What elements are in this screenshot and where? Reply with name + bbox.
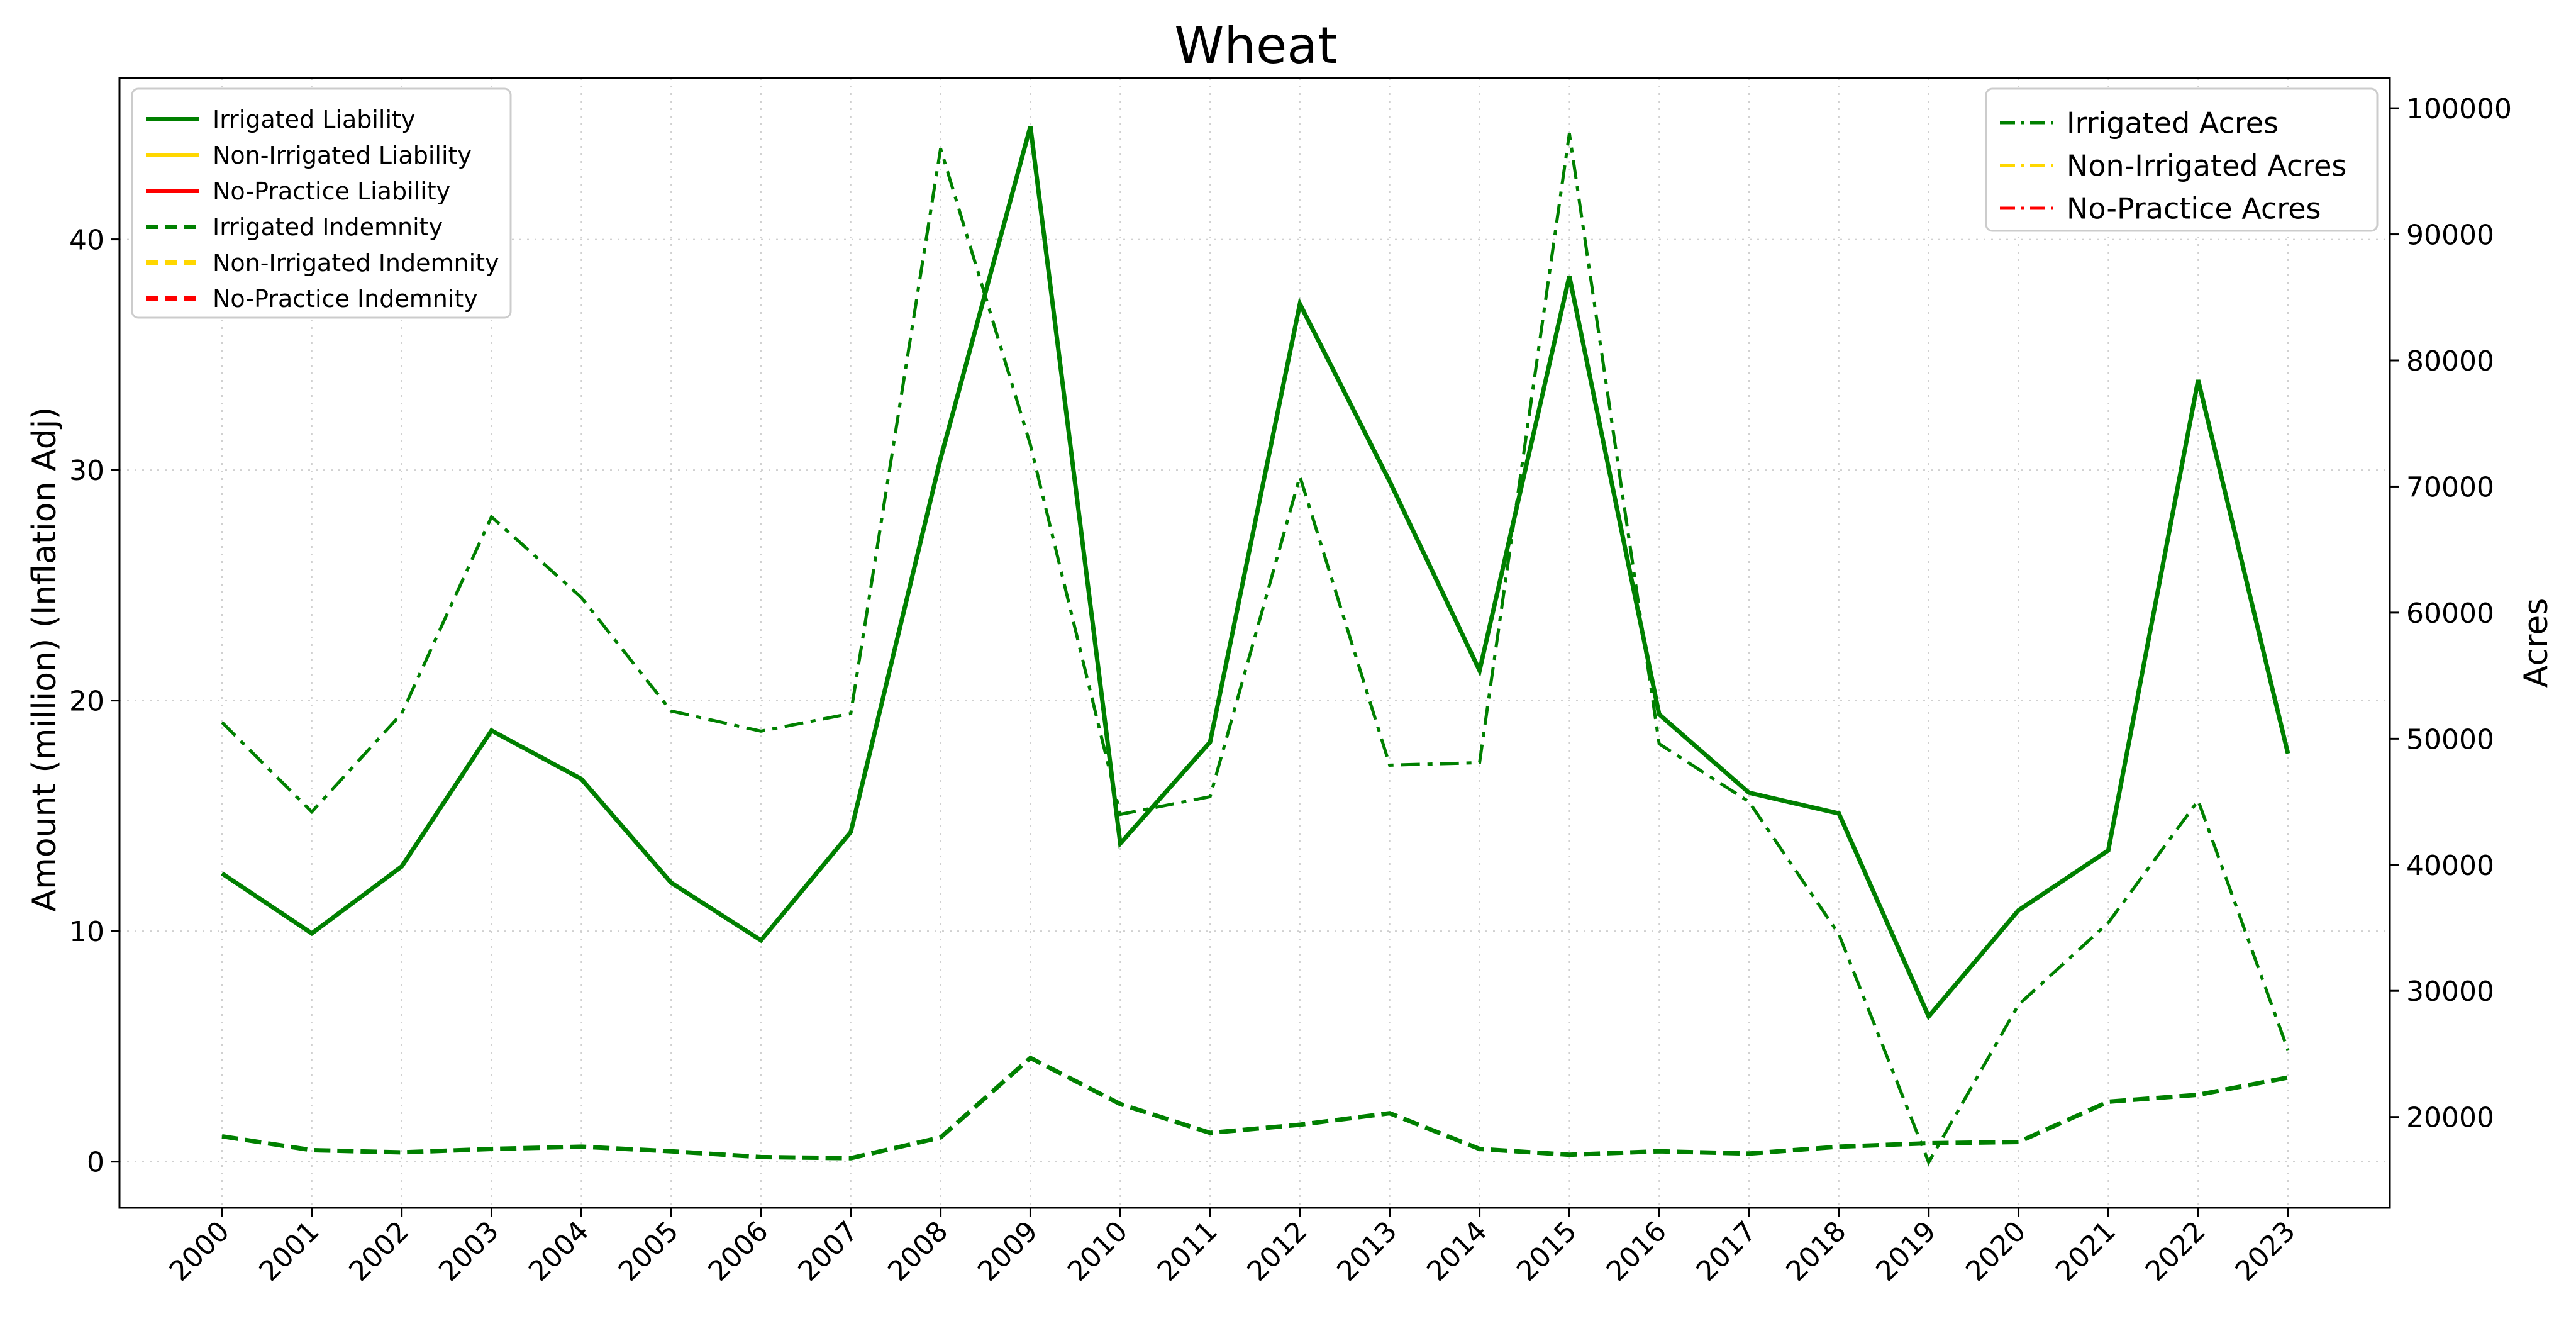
y-tick-label-right: 90000 xyxy=(2406,220,2494,252)
plot-frame xyxy=(118,77,2391,1209)
x-tick-label: 2020 xyxy=(1960,1215,2032,1288)
legend-label: No-Practice Acres xyxy=(2067,192,2321,226)
x-tick-label: 2015 xyxy=(1511,1215,1583,1288)
y-tick-label-left: 10 xyxy=(69,916,104,948)
x-tick-label: 2011 xyxy=(1152,1215,1224,1288)
legend-right: Irrigated Acres Non-Irrigated Acres No-Pra… xyxy=(1985,87,2379,232)
x-tick-label: 2014 xyxy=(1421,1215,1493,1288)
irrigated-liability-line xyxy=(221,126,2290,1021)
x-tick-label: 2009 xyxy=(972,1215,1044,1288)
y-tick-label-right: 100000 xyxy=(2406,93,2512,125)
legend-label: Non-Irrigated Indemnity xyxy=(213,249,499,277)
x-tick-label: 2007 xyxy=(792,1215,864,1288)
x-tick-label: 2012 xyxy=(1241,1215,1313,1288)
legend-label: No-Practice Liability xyxy=(213,177,450,205)
y-tick-label-right: 70000 xyxy=(2406,471,2494,503)
legend-label: Irrigated Liability xyxy=(213,106,415,133)
y-tick-label-right: 20000 xyxy=(2406,1102,2494,1134)
x-tick-label: 2005 xyxy=(613,1215,685,1288)
y-axis-label-right: Acres xyxy=(2518,598,2555,688)
y-tick-label-left: 0 xyxy=(87,1147,104,1179)
x-tick-label: 2010 xyxy=(1062,1215,1134,1288)
y-tick-label-right: 50000 xyxy=(2406,723,2494,755)
legend-right-frame xyxy=(1985,87,2379,232)
legend-label: Irrigated Indemnity xyxy=(213,213,443,241)
y-axis-label-left: Amount (million) (Inflation Adj) xyxy=(26,407,64,912)
x-tick-label: 2017 xyxy=(1690,1215,1763,1288)
irrigated-acres-line xyxy=(221,133,2290,1166)
irrigated-indemnity-line xyxy=(221,1055,2289,1161)
x-tick-label: 2006 xyxy=(702,1215,774,1288)
x-tick-label: 2018 xyxy=(1780,1215,1852,1288)
legend-label: Non-Irrigated Acres xyxy=(2067,149,2346,183)
x-tick-label: 2004 xyxy=(523,1215,595,1288)
x-tick-label: 2008 xyxy=(882,1215,954,1288)
x-tick-label: 2021 xyxy=(2050,1215,2122,1288)
x-tick-label: 2001 xyxy=(253,1215,325,1288)
y-tick-label-left: 20 xyxy=(69,686,104,718)
y-tick-label-right: 40000 xyxy=(2406,850,2494,882)
chart-title: Wheat xyxy=(1174,16,1337,75)
y-tick-label-right: 60000 xyxy=(2406,598,2494,630)
series-layer xyxy=(221,126,2290,1166)
x-tick-label: 2019 xyxy=(1870,1215,1942,1288)
x-tick-label: 2000 xyxy=(164,1215,236,1288)
x-tick-label: 2003 xyxy=(433,1215,505,1288)
legend-left-frame xyxy=(131,87,512,319)
y-tick-label-left: 40 xyxy=(69,225,104,257)
x-tick-label: 2016 xyxy=(1601,1215,1673,1288)
y-tick-label-left: 30 xyxy=(69,455,104,487)
legend-left: Irrigated Liability Non-Irrigated Liabili… xyxy=(131,87,512,319)
x-tick-label: 2002 xyxy=(343,1215,415,1288)
x-tick-label: 2022 xyxy=(2140,1215,2212,1288)
y-tick-label-right: 30000 xyxy=(2406,976,2494,1008)
legend-label: Irrigated Acres xyxy=(2067,106,2279,140)
legend-label: No-Practice Indemnity xyxy=(213,285,478,313)
y-tick-label-right: 80000 xyxy=(2406,345,2494,377)
legend-label: Non-Irrigated Liability xyxy=(213,142,472,169)
x-tick-label: 2023 xyxy=(2229,1215,2302,1288)
x-tick-label: 2013 xyxy=(1331,1215,1403,1288)
